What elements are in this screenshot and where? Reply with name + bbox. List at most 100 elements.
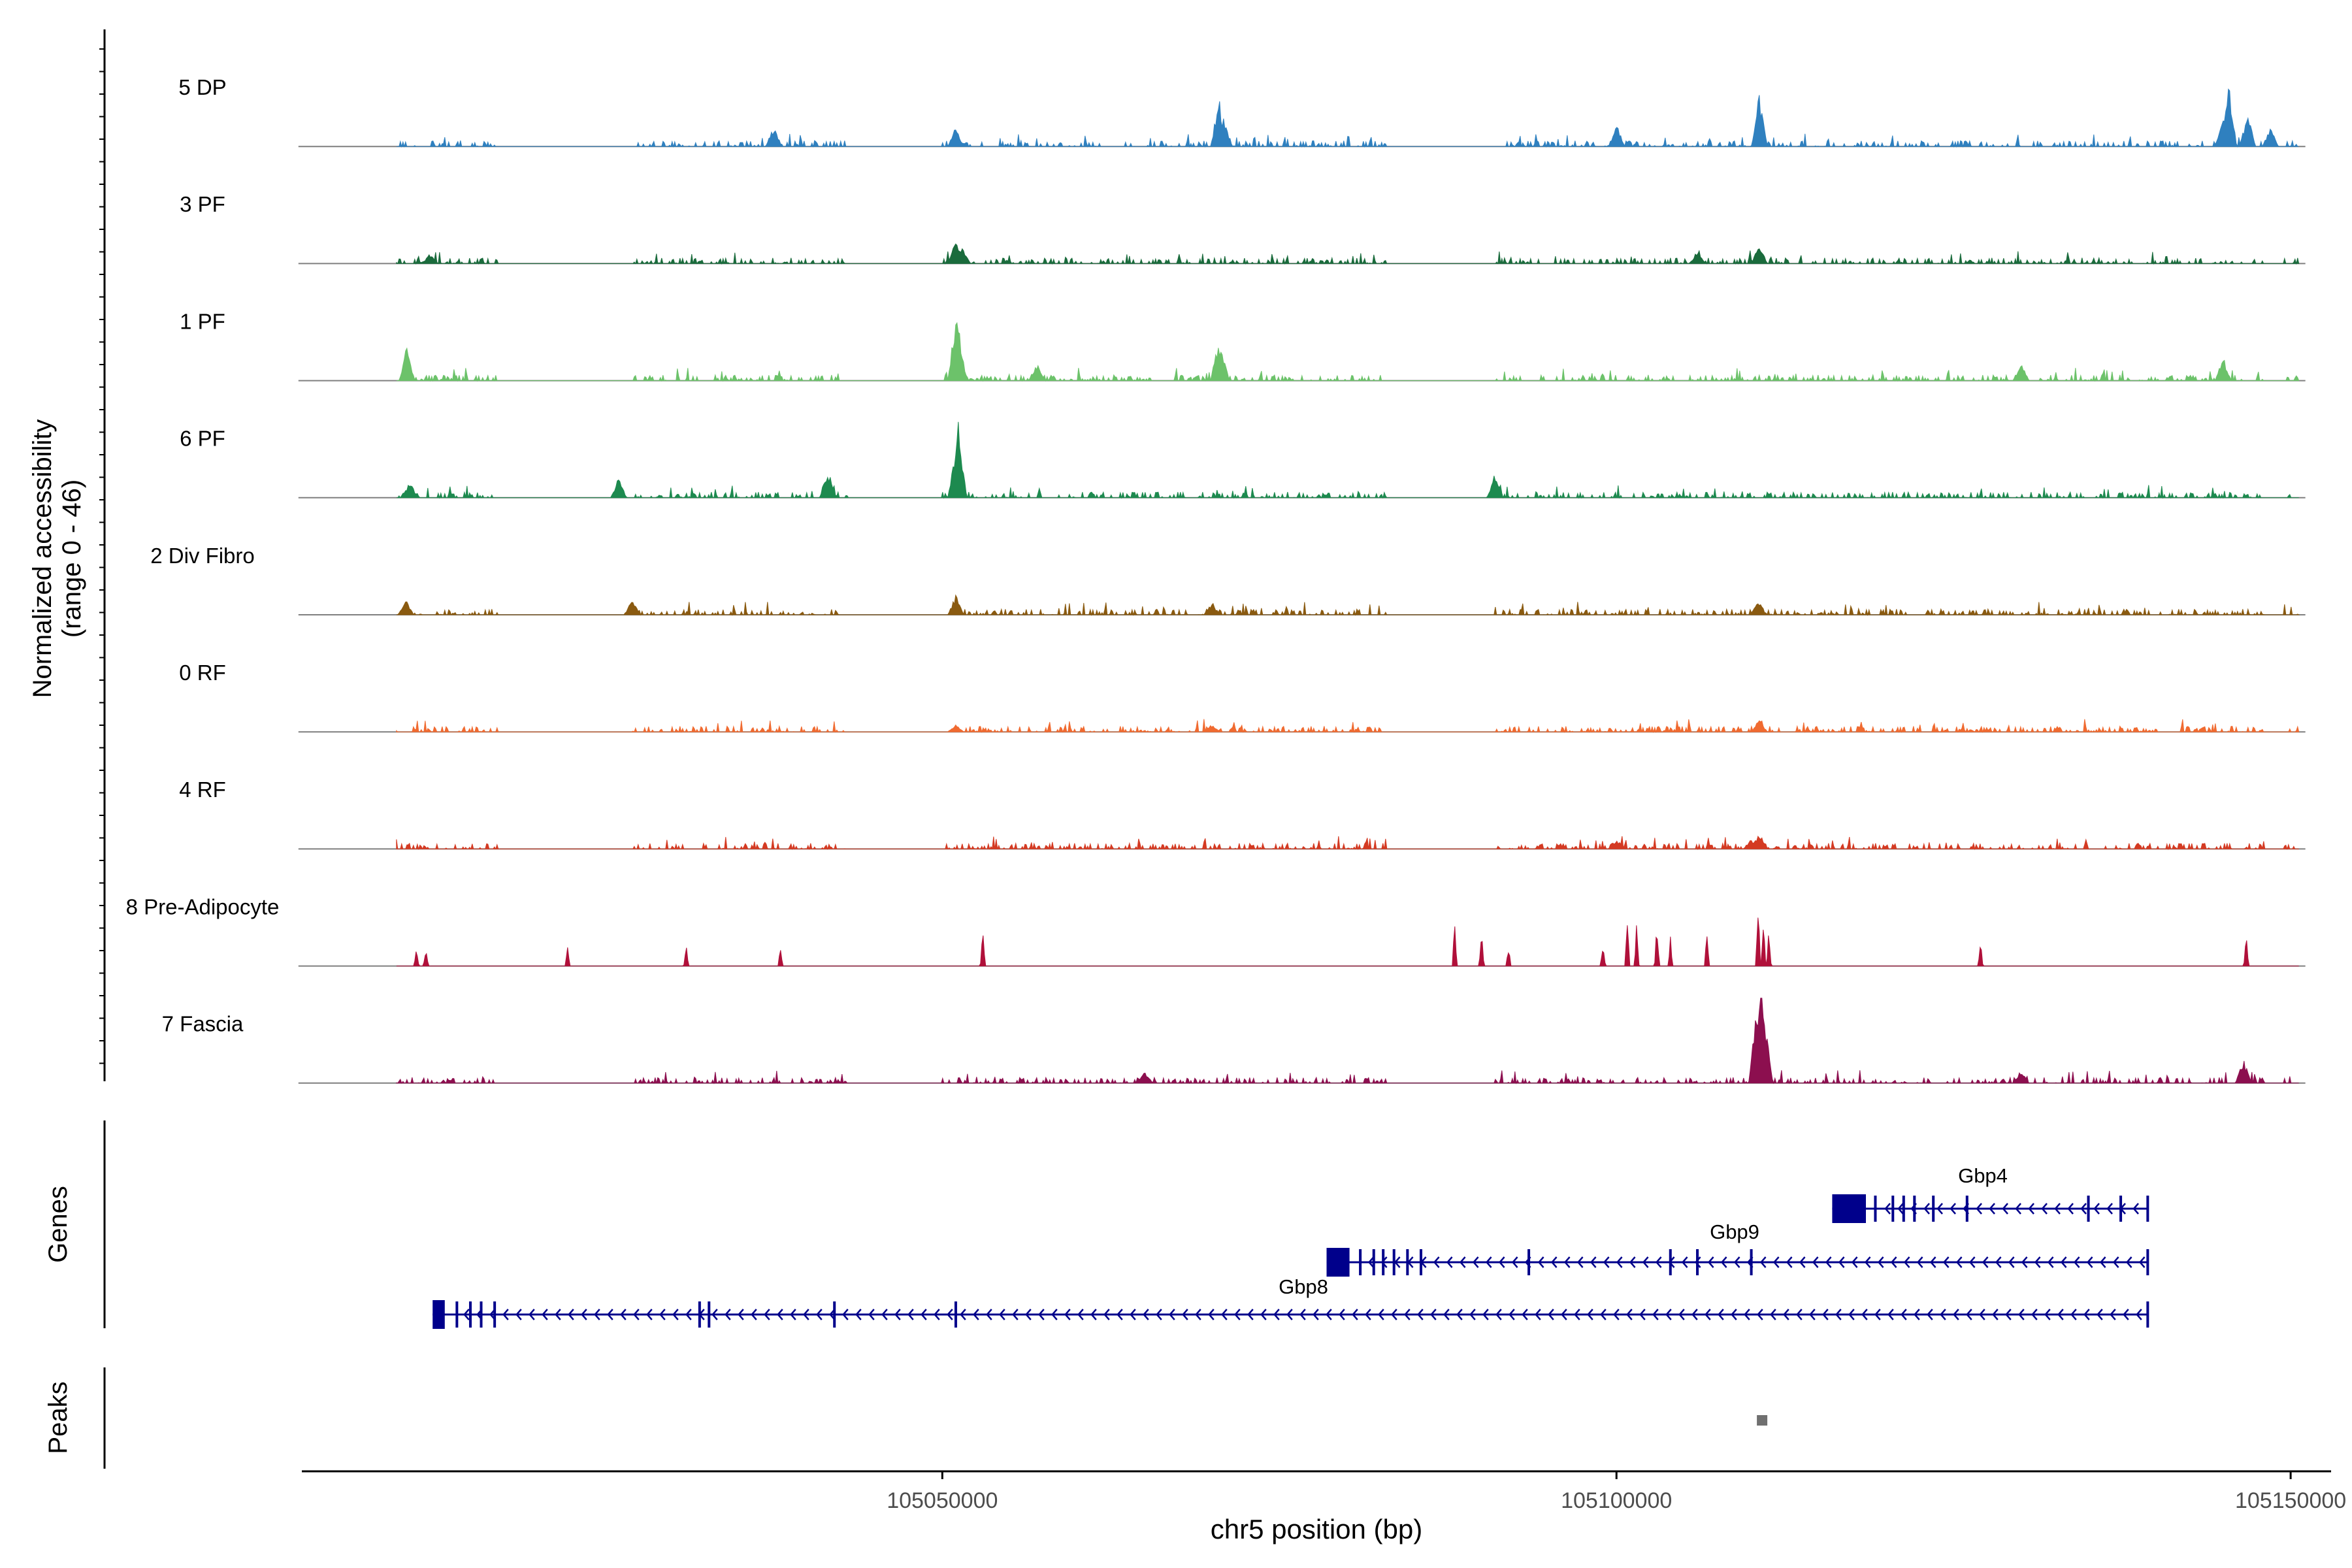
gene-exon (1750, 1249, 1753, 1275)
x-tick-label: 105100000 (1561, 1488, 1672, 1513)
strand-arrow (2132, 1203, 2139, 1215)
strand-arrow (1404, 1309, 1411, 1320)
strand-arrow (2086, 1256, 2093, 1268)
strand-arrow (1968, 1256, 1976, 1268)
strand-arrow (2041, 1203, 2048, 1215)
strand-arrow (1707, 1256, 1714, 1268)
strand-arrow (1901, 1309, 1907, 1320)
strand-arrow (1812, 1256, 1819, 1268)
coverage-track: 5 DP (178, 75, 2306, 148)
gene-label: Gbp4 (1958, 1164, 2008, 1187)
x-tick-label: 105050000 (887, 1488, 998, 1513)
strand-arrow (542, 1309, 548, 1320)
strand-arrow (2080, 1203, 2087, 1215)
strand-arrow (2005, 1309, 2012, 1320)
coverage-track: 7 Fascia (162, 998, 2306, 1085)
strand-arrow (1234, 1309, 1241, 1320)
strand-arrow (1012, 1309, 1019, 1320)
gene-model: Gbp9 (1326, 1220, 2149, 1277)
strand-arrow (1603, 1256, 1610, 1268)
strand-arrow (2073, 1256, 2080, 1268)
strand-arrow (672, 1309, 679, 1320)
strand-arrow (1916, 1256, 1923, 1268)
strand-arrow (1835, 1309, 1842, 1320)
gene-exon (468, 1301, 472, 1328)
gene-exon (493, 1301, 497, 1328)
strand-arrow (1861, 1309, 1868, 1320)
strand-arrow (1681, 1256, 1688, 1268)
coverage-y-ticks (99, 48, 105, 1064)
gene-exon (833, 1301, 836, 1328)
strand-arrow (2015, 1203, 2021, 1215)
x-axis-ticks: 105050000 105100000 105150000 (887, 1471, 2346, 1513)
strand-arrow (646, 1309, 653, 1320)
coverage-area (396, 88, 2299, 148)
strand-arrow (463, 1309, 470, 1320)
strand-arrow (2067, 1203, 2074, 1215)
strand-arrow (1313, 1309, 1319, 1320)
coverage-area (396, 421, 2299, 499)
strand-arrow (1482, 1309, 1489, 1320)
strand-arrow (1694, 1256, 1701, 1268)
strand-arrow (1851, 1256, 1858, 1268)
strand-arrow (842, 1309, 849, 1320)
gene-exon (1392, 1249, 1396, 1275)
peaks-panel-label: Peaks (44, 1381, 73, 1454)
strand-arrow (2034, 1256, 2041, 1268)
gene-exon (708, 1301, 711, 1328)
strand-arrow (555, 1309, 561, 1320)
track-label: 4 RF (179, 777, 226, 802)
strand-arrow (1927, 1309, 1933, 1320)
strand-arrow (1822, 1309, 1829, 1320)
gene-exon (1527, 1249, 1531, 1275)
strand-arrow (1989, 1203, 1995, 1215)
strand-arrow (1616, 1256, 1623, 1268)
strand-arrow (1299, 1309, 1306, 1320)
gene-model: Gbp4 (1832, 1164, 2149, 1223)
strand-arrow (1848, 1309, 1855, 1320)
strand-arrow (1472, 1256, 1479, 1268)
gene-exon (1669, 1249, 1672, 1275)
strand-arrow (2136, 1309, 2142, 1320)
strand-arrow (1156, 1309, 1162, 1320)
strand-arrow (1260, 1309, 1267, 1320)
strand-arrow (1897, 1203, 1904, 1215)
gene-exon (954, 1301, 957, 1328)
strand-arrow (2138, 1256, 2146, 1268)
gene-exon (455, 1301, 459, 1328)
coverage-track: 6 PF (180, 421, 2306, 499)
strand-arrow (1446, 1256, 1453, 1268)
coverage-track: 3 PF (180, 192, 2306, 265)
strand-arrow (1942, 1256, 1950, 1268)
gene-exon-block (433, 1300, 445, 1329)
strand-arrow (1655, 1256, 1662, 1268)
strand-arrow (1976, 1203, 1982, 1215)
strand-arrow (1574, 1309, 1580, 1320)
strand-arrow (502, 1309, 509, 1320)
coverage-track: 8 Pre-Adipocyte (126, 894, 2306, 967)
x-axis-label: chr5 position (bp) (1211, 1514, 1423, 1544)
strand-arrow (711, 1309, 718, 1320)
strand-arrow (2060, 1256, 2067, 1268)
strand-arrow (1639, 1309, 1646, 1320)
strand-arrow (1718, 1309, 1724, 1320)
strand-arrow (947, 1309, 953, 1320)
gene-label: Gbp8 (1279, 1275, 1328, 1298)
strand-arrow (1955, 1256, 1963, 1268)
strand-arrow (855, 1309, 862, 1320)
strand-arrow (1691, 1309, 1698, 1320)
strand-arrow (1195, 1309, 1201, 1320)
strand-arrow (1443, 1309, 1450, 1320)
strand-arrow (1433, 1256, 1440, 1268)
genes-panel-label: Genes (44, 1186, 73, 1263)
strand-arrow (907, 1309, 914, 1320)
strand-arrow (1064, 1309, 1071, 1320)
strand-arrow (1992, 1309, 1999, 1320)
strand-arrow (2044, 1309, 2051, 1320)
strand-arrow (1864, 1256, 1871, 1268)
strand-arrow (1995, 1256, 2002, 1268)
track-label: 3 PF (180, 192, 225, 216)
strand-arrow (1550, 1256, 1558, 1268)
strand-arrow (1652, 1309, 1659, 1320)
